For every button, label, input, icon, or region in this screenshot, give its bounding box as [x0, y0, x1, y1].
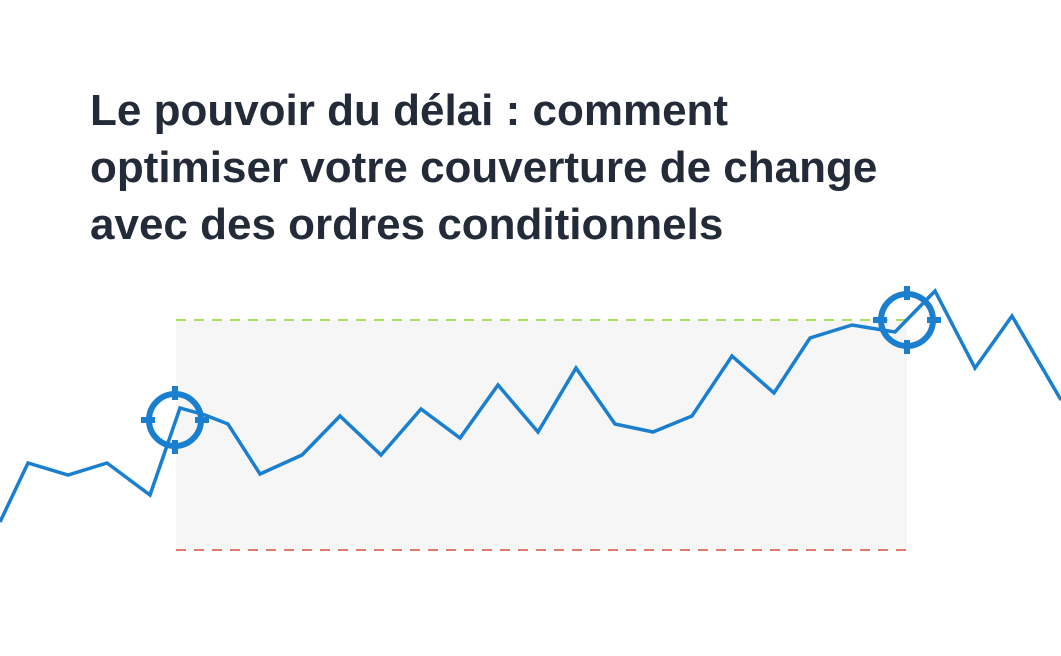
hedge-range [176, 320, 907, 550]
title-line: avec des ordres conditionnels [90, 200, 724, 249]
title-line: Le pouvoir du délai : comment [90, 86, 729, 135]
title-line: optimiser votre couverture de change [90, 143, 878, 192]
target-icon [873, 286, 941, 354]
target-icon [141, 386, 209, 454]
title: Le pouvoir du délai : comment optimiser … [90, 82, 877, 253]
rate-line [0, 288, 1061, 523]
